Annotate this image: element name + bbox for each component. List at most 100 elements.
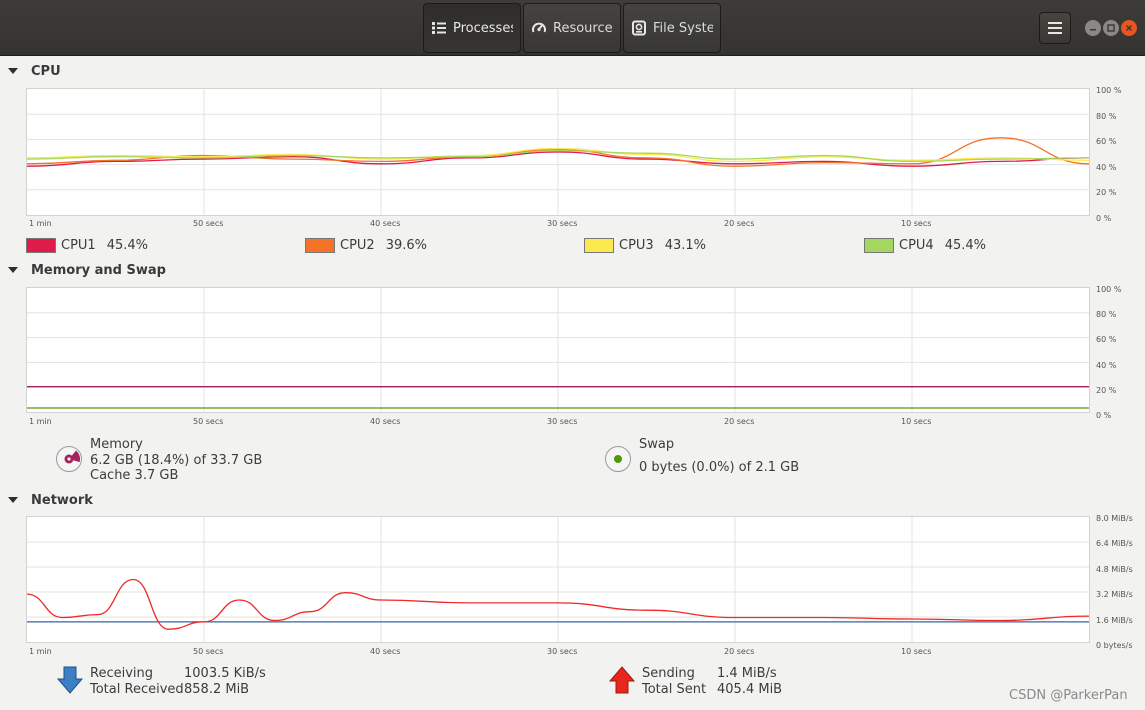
legend-cpu1[interactable]: CPU1 45.4% (26, 237, 148, 253)
cpu-section-title: CPU (31, 63, 61, 79)
x-tick-label: 30 secs (547, 417, 578, 426)
y-tick-label: 6.4 MiB/s (1096, 539, 1133, 549)
cpu4-color-swatch[interactable] (864, 237, 894, 253)
cpu3-color-swatch[interactable] (584, 237, 614, 253)
cpu1-color-swatch[interactable] (26, 237, 56, 253)
memory-cache: Cache 3.7 GB (90, 468, 179, 483)
list-icon (432, 22, 446, 34)
receiving-value: 1003.5 KiB/s (184, 666, 266, 681)
tab-resources-label: Resources (553, 20, 613, 36)
network-y-axis: 8.0 MiB/s 6.4 MiB/s 4.8 MiB/s 3.2 MiB/s 1.6 … (1092, 514, 1142, 650)
maximize-button[interactable] (1103, 20, 1119, 36)
memory-section-title: Memory and Swap (31, 262, 166, 278)
main-menu-button[interactable] (1039, 12, 1071, 44)
x-tick-label: 40 secs (370, 219, 401, 228)
y-tick-label: 8.0 MiB/s (1096, 514, 1133, 523)
y-tick-label: 40 % (1096, 162, 1117, 172)
x-tick-label: 20 secs (724, 417, 755, 426)
expander-triangle-icon (8, 68, 18, 74)
y-tick-label: 80 % (1096, 111, 1117, 121)
memory-section-header[interactable]: Memory and Swap (8, 262, 166, 278)
network-graph (26, 516, 1090, 643)
expander-triangle-icon (8, 267, 18, 273)
receiving-arrow-icon[interactable] (56, 666, 84, 694)
x-tick-label: 10 secs (901, 417, 932, 426)
x-tick-label: 50 secs (193, 219, 224, 228)
cpu1-name: CPU1 (61, 237, 96, 253)
cpu-graph (26, 88, 1090, 216)
y-tick-label: 100 % (1096, 86, 1122, 95)
cpu2-value: 39.6% (385, 237, 428, 253)
network-section-title: Network (31, 492, 93, 508)
legend-cpu3[interactable]: CPU3 43.1% (584, 237, 706, 253)
tab-processes[interactable]: Processes (423, 3, 521, 53)
sending-value: 1.4 MiB/s (717, 666, 777, 681)
memory-pie-chart[interactable] (56, 446, 82, 472)
tab-processes-label: Processes (453, 20, 513, 36)
cpu4-name: CPU4 (899, 237, 934, 253)
expander-triangle-icon (8, 497, 18, 503)
total-sent-value: 405.4 MiB (717, 681, 783, 697)
x-tick-label: 1 min (29, 417, 52, 426)
view-switcher: Processes Resources File Systems (423, 3, 723, 53)
cpu-x-axis: 1 min 50 secs 40 secs 30 secs 20 secs 10 secs (26, 219, 1090, 231)
memory-graph-canvas (27, 288, 1089, 412)
series-line-sending (27, 578, 1089, 630)
minimize-button[interactable] (1085, 20, 1101, 36)
y-tick-label: 1.6 MiB/s (1096, 615, 1133, 625)
x-tick-label: 40 secs (370, 417, 401, 426)
maximize-icon (1107, 24, 1115, 32)
network-section-header[interactable]: Network (8, 492, 93, 508)
tab-resources[interactable]: Resources (523, 3, 621, 53)
disk-icon (632, 20, 646, 36)
close-button[interactable] (1121, 20, 1137, 36)
pie-slice (614, 455, 622, 463)
swap-pie-chart[interactable] (605, 446, 631, 472)
x-tick-label: 1 min (29, 219, 52, 228)
tab-file-systems[interactable]: File Systems (623, 3, 721, 53)
gauge-icon (532, 22, 546, 33)
legend-cpu2[interactable]: CPU2 39.6% (305, 237, 427, 253)
hamburger-menu-icon (1048, 22, 1062, 34)
legend-cpu4[interactable]: CPU4 45.4% (864, 237, 986, 253)
sending-arrow-icon[interactable] (608, 666, 636, 694)
cpu-section-header[interactable]: CPU (8, 63, 61, 79)
pie-hole (67, 457, 71, 461)
y-tick-label: 3.2 MiB/s (1096, 590, 1133, 600)
cpu2-color-swatch[interactable] (305, 237, 335, 253)
cpu3-name: CPU3 (619, 237, 654, 253)
total-received-label: Total Received (90, 681, 184, 697)
series-line-cpu3 (27, 147, 1089, 163)
swap-info: Swap 0 bytes (0.0%) of 2.1 GB (639, 437, 799, 475)
memory-y-axis: 100 % 80 % 60 % 40 % 20 % 0 % (1092, 285, 1142, 420)
x-tick-label: 1 min (29, 647, 52, 656)
total-received-value: 858.2 MiB (184, 681, 250, 697)
x-tick-label: 20 secs (724, 219, 755, 228)
x-tick-label: 10 secs (901, 647, 932, 656)
x-tick-label: 10 secs (901, 219, 932, 228)
cpu-graph-canvas (27, 89, 1089, 215)
cpu-y-axis: 100 % 80 % 60 % 40 % 20 % 0 % (1092, 86, 1142, 223)
swap-pie-icon (614, 455, 622, 463)
memory-label: Memory (90, 437, 143, 452)
receiving-label: Receiving (90, 666, 154, 681)
memory-pie-icon (64, 450, 80, 464)
cpu1-value: 45.4% (106, 237, 149, 253)
y-tick-label: 80 % (1096, 310, 1117, 320)
total-sent-label: Total Sent (642, 681, 707, 697)
y-tick-label: 20 % (1096, 188, 1117, 198)
series-line-cpu1 (27, 151, 1089, 167)
y-tick-label: 100 % (1096, 285, 1122, 294)
network-graph-canvas (27, 517, 1089, 642)
x-tick-label: 50 secs (193, 647, 224, 656)
y-tick-label: 60 % (1096, 137, 1117, 147)
sending-info: Sending 1.4 MiB/s Total Sent 405.4 MiB (642, 666, 782, 697)
swap-label: Swap (639, 437, 675, 452)
sending-label: Sending (642, 666, 695, 681)
y-tick-label: 20 % (1096, 385, 1117, 395)
x-tick-label: 30 secs (547, 647, 578, 656)
y-tick-label: 0 % (1096, 214, 1112, 223)
cpu2-name: CPU2 (340, 237, 375, 253)
tab-file-systems-label: File Systems (653, 20, 713, 36)
series-line-cpu4 (27, 150, 1089, 163)
